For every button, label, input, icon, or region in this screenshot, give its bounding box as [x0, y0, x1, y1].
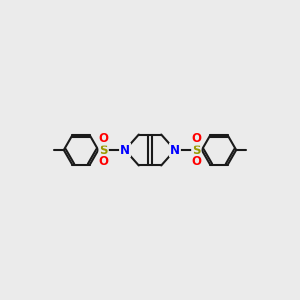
Text: O: O — [191, 132, 201, 145]
Text: O: O — [99, 155, 109, 168]
Text: O: O — [99, 132, 109, 145]
Text: N: N — [170, 143, 180, 157]
Text: S: S — [99, 143, 108, 157]
Text: N: N — [120, 143, 130, 157]
Text: O: O — [191, 155, 201, 168]
Text: S: S — [192, 143, 201, 157]
